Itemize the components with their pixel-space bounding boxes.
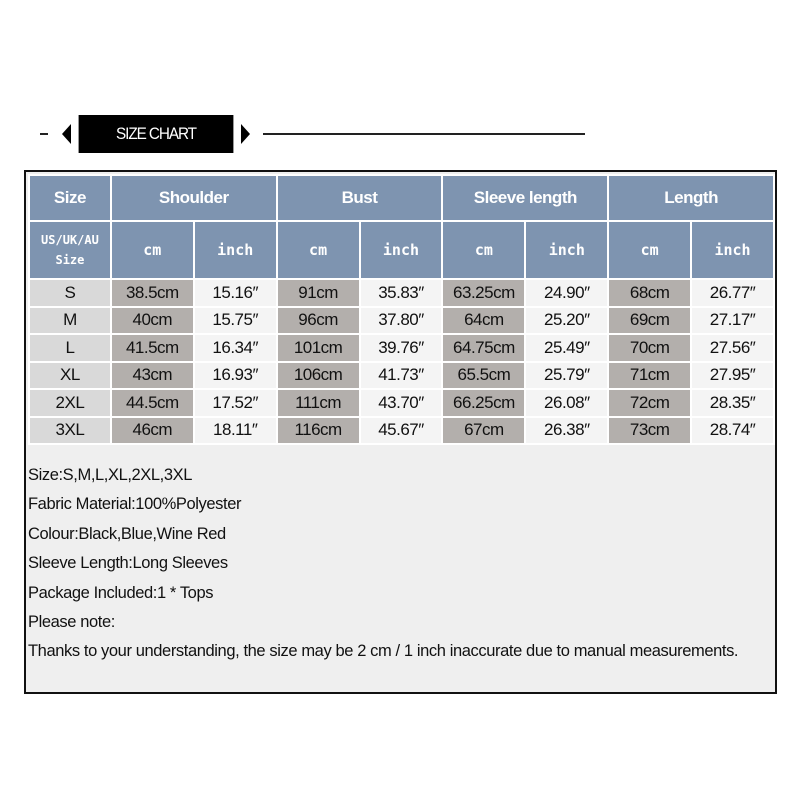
header-length: Length [607, 174, 775, 222]
size-cell: L [28, 333, 112, 363]
info-line: Sleeve Length:Long Sleeves [28, 554, 228, 573]
table-row: M 40cm 15.75″ 96cm 37.80″ 64cm 25.20″ 69cm 27.17… [28, 305, 775, 335]
info-line: Package Included:1 * Tops [28, 583, 214, 602]
cm-cell: 41.5cm [109, 333, 195, 363]
inch-cell: 15.16″ [192, 278, 278, 308]
inch-cell: 16.34″ [192, 333, 278, 363]
inch-cell: 17.52″ [192, 388, 278, 418]
inch-cell: 27.17″ [690, 305, 775, 335]
header-size: Size [28, 174, 112, 222]
cm-cell: 38.5cm [109, 278, 195, 308]
inch-cell: 35.83″ [358, 278, 444, 308]
header-size-region: US/UK/AU Size [28, 220, 112, 280]
size-region-label: US/UK/AU [41, 233, 99, 247]
inch-cell: 28.35″ [690, 388, 775, 418]
banner-notch-right [241, 124, 250, 144]
cm-cell: 101cm [275, 333, 361, 363]
cm-cell: 72cm [607, 388, 693, 418]
cm-cell: 46cm [109, 415, 195, 445]
info-line: Thanks to your understanding, the size m… [28, 642, 739, 661]
info-line: Please note: [28, 612, 115, 631]
cm-cell: 106cm [275, 360, 361, 390]
inch-cell: 39.76″ [358, 333, 444, 363]
inch-cell: 43.70″ [358, 388, 444, 418]
cm-cell: 43cm [109, 360, 195, 390]
cm-cell: 70cm [607, 333, 693, 363]
size-cell: XL [28, 360, 112, 390]
inch-cell: 15.75″ [192, 305, 278, 335]
unit-inch: inch [690, 220, 775, 280]
cm-cell: 67cm [441, 415, 527, 445]
header-sleeve-length: Sleeve length [441, 174, 610, 222]
banner-notch-left [62, 124, 71, 144]
unit-cm: cm [275, 220, 361, 280]
cm-cell: 116cm [275, 415, 361, 445]
cm-cell: 91cm [275, 278, 361, 308]
info-line: Size:S,M,L,XL,2XL,3XL [28, 466, 193, 484]
inch-cell: 27.56″ [690, 333, 775, 363]
inch-cell: 45.67″ [358, 415, 444, 445]
cm-cell: 63.25cm [441, 278, 527, 308]
size-cell: M [28, 305, 112, 335]
inch-cell: 25.20″ [524, 305, 610, 335]
cm-cell: 64cm [441, 305, 527, 335]
table-row: XL 43cm 16.93″ 106cm 41.73″ 65.5cm 25.79″ 71cm 2… [28, 360, 775, 390]
inch-cell: 37.80″ [358, 305, 444, 335]
inch-cell: 27.95″ [690, 360, 775, 390]
size-table: Size Shoulder Bust Sleeve length Length … [28, 174, 775, 445]
inch-cell: 26.38″ [524, 415, 610, 445]
table-row: S 38.5cm 15.16″ 91cm 35.83″ 63.25cm 24.90″ 68cm… [28, 278, 775, 308]
header-shoulder: Shoulder [109, 174, 278, 222]
inch-cell: 26.77″ [690, 278, 775, 308]
inch-cell: 25.49″ [524, 333, 610, 363]
size-cell: 3XL [28, 415, 112, 445]
inch-cell: 25.79″ [524, 360, 610, 390]
table-row: 3XL 46cm 18.11″ 116cm 45.67″ 67cm 26.38″ 73cm 28… [28, 415, 775, 445]
cm-cell: 96cm [275, 305, 361, 335]
decor-line [263, 133, 585, 135]
cm-cell: 64.75cm [441, 333, 527, 363]
size-cell: S [28, 278, 112, 308]
product-info: Size:S,M,L,XL,2XL,3XL Fabric Material:100… [28, 461, 739, 667]
unit-cm: cm [441, 220, 527, 280]
inch-cell: 26.08″ [524, 388, 610, 418]
unit-inch: inch [192, 220, 278, 280]
cm-cell: 68cm [607, 278, 693, 308]
unit-inch: inch [358, 220, 444, 280]
cm-cell: 71cm [607, 360, 693, 390]
cm-cell: 111cm [275, 388, 361, 418]
inch-cell: 41.73″ [358, 360, 444, 390]
unit-inch: inch [524, 220, 610, 280]
size-chart-banner: SIZE CHART [78, 115, 234, 153]
size-cell: 2XL [28, 388, 112, 418]
info-line: Colour:Black,Blue,Wine Red [28, 524, 226, 543]
decor-dash [40, 133, 48, 135]
cm-cell: 40cm [109, 305, 195, 335]
cm-cell: 69cm [607, 305, 693, 335]
header-bust: Bust [275, 174, 444, 222]
inch-cell: 28.74″ [690, 415, 775, 445]
cm-cell: 73cm [607, 415, 693, 445]
table-row: L 41.5cm 16.34″ 101cm 39.76″ 64.75cm 25.49″ 70c… [28, 333, 775, 363]
cm-cell: 44.5cm [109, 388, 195, 418]
unit-cm: cm [109, 220, 195, 280]
table-row: 2XL 44.5cm 17.52″ 111cm 43.70″ 66.25cm 26.08″ 7… [28, 388, 775, 418]
size-region-sub: Size [55, 253, 85, 267]
cm-cell: 66.25cm [441, 388, 527, 418]
cm-cell: 65.5cm [441, 360, 527, 390]
inch-cell: 18.11″ [192, 415, 278, 445]
inch-cell: 24.90″ [524, 278, 610, 308]
unit-cm: cm [607, 220, 693, 280]
size-chart-table-frame: Size Shoulder Bust Sleeve length Length … [24, 170, 777, 694]
inch-cell: 16.93″ [192, 360, 278, 390]
info-line: Fabric Material:100%Polyester [28, 495, 242, 514]
